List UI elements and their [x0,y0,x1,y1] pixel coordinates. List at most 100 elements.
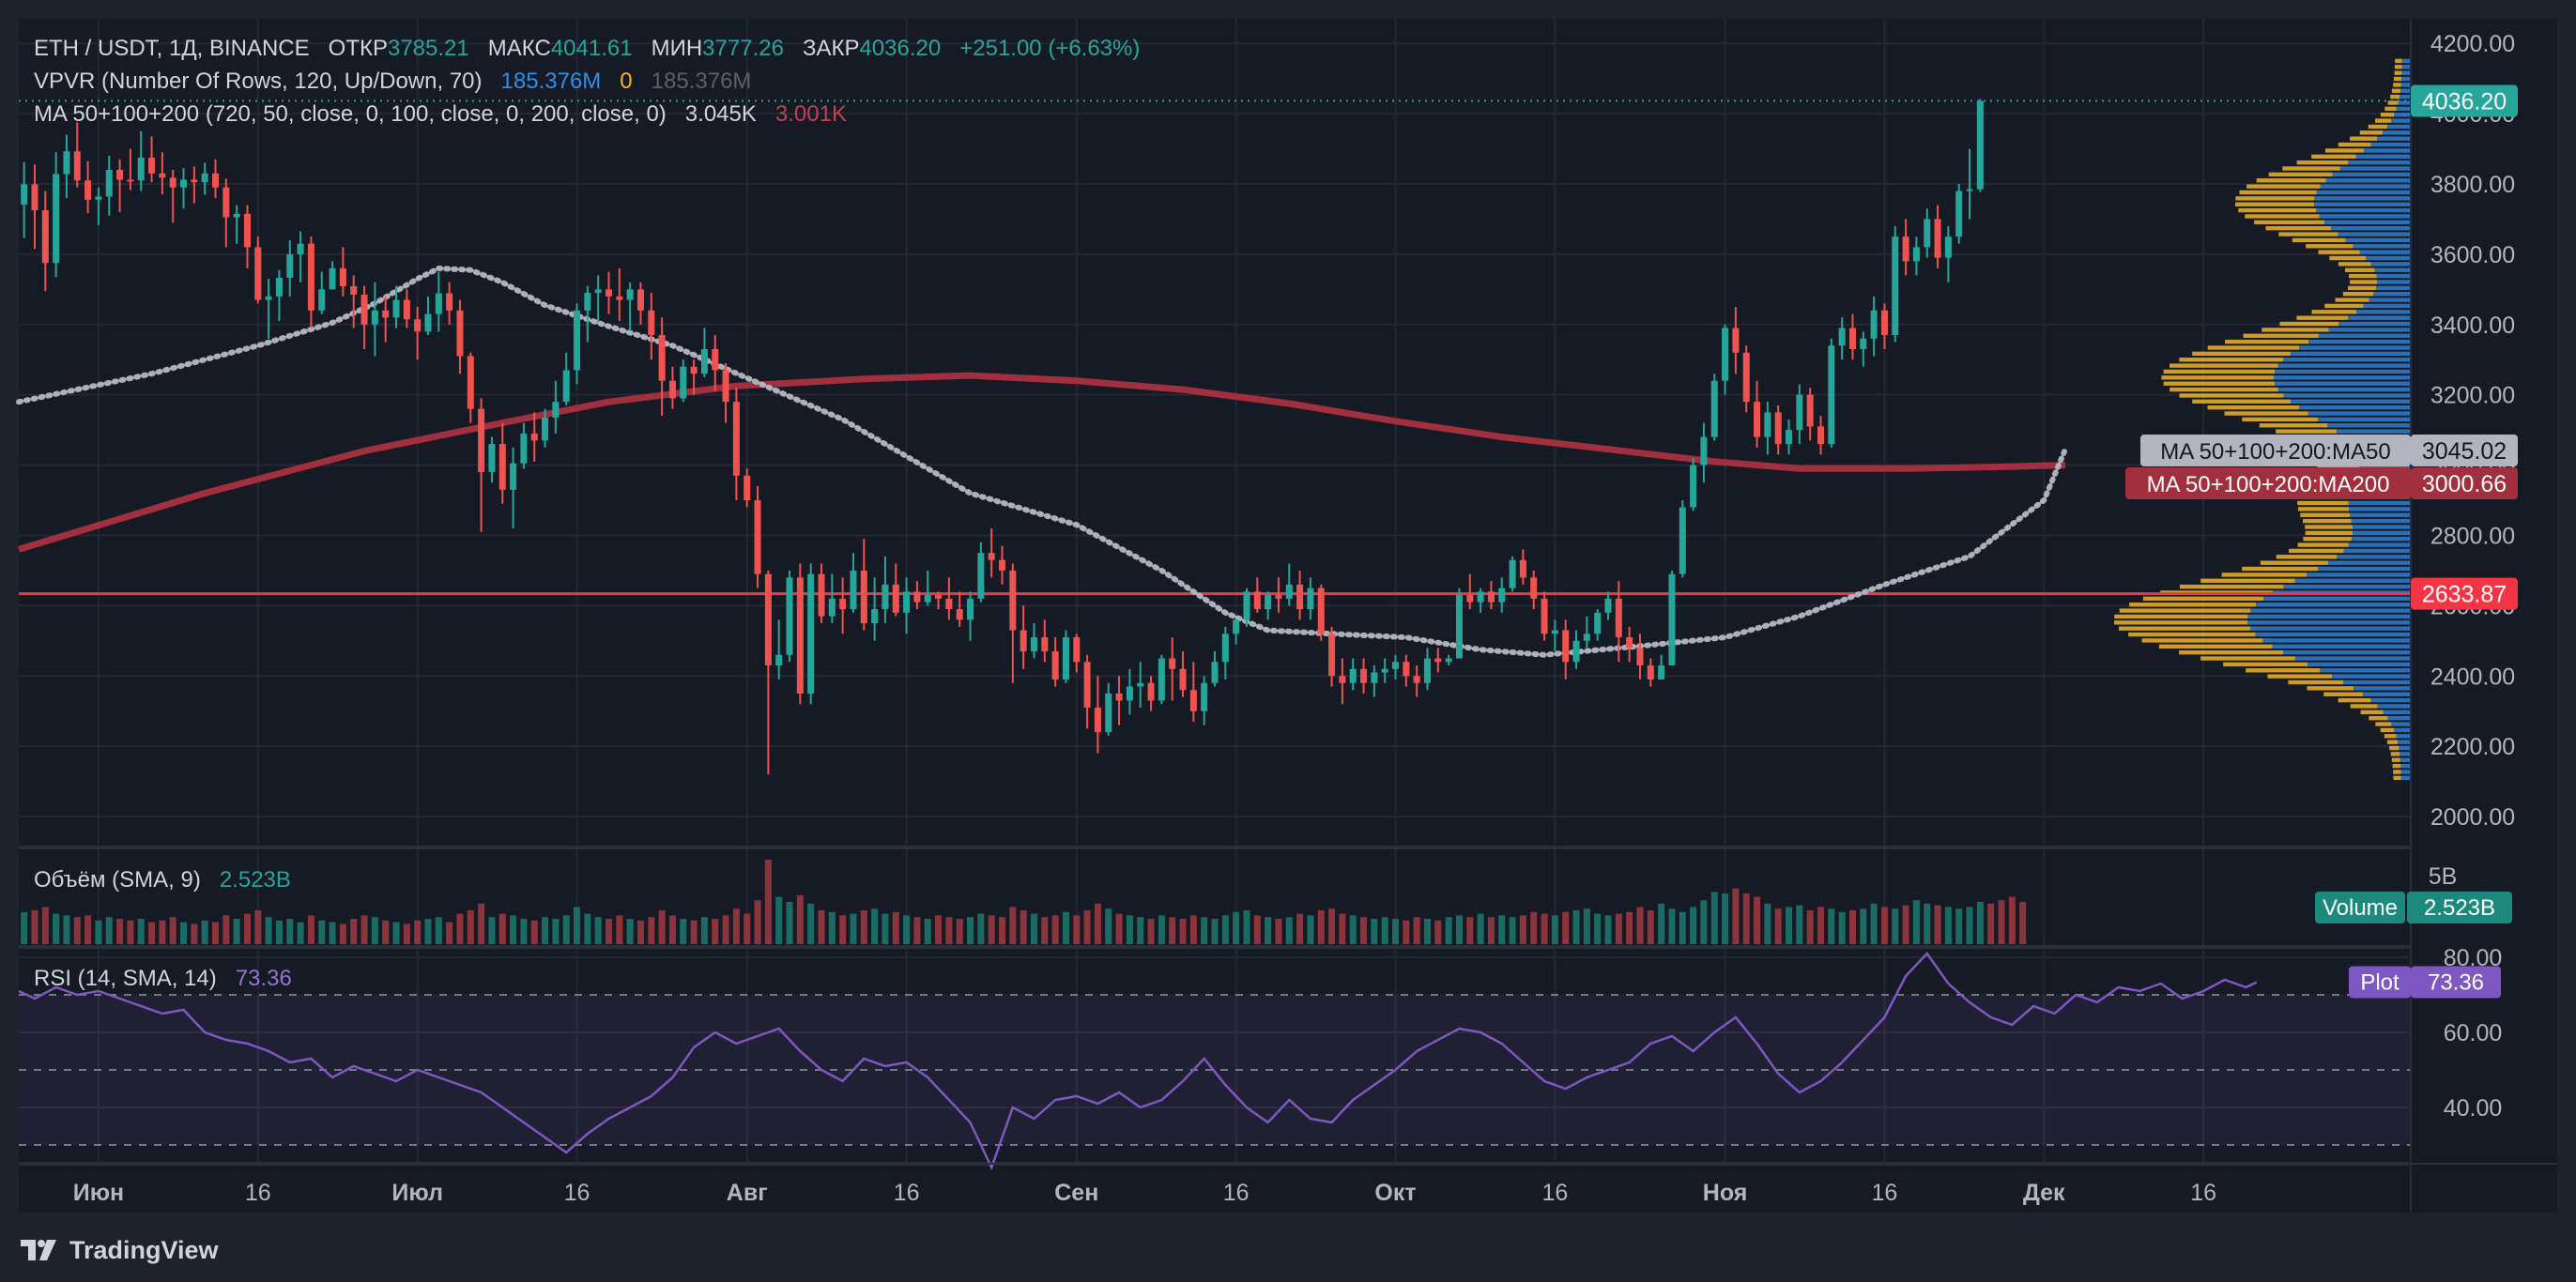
candle-body[interactable] [1445,658,1452,663]
candle-body[interactable] [1615,598,1622,638]
candle-body[interactable] [1742,352,1750,403]
candle-body[interactable] [1806,394,1814,427]
candle-body[interactable] [403,299,410,320]
candle-body[interactable] [1094,707,1101,733]
candle-body[interactable] [488,444,496,473]
candle-body[interactable] [542,418,549,441]
candle-body[interactable] [786,577,793,655]
candle-body[interactable] [414,319,422,332]
candle-body[interactable] [63,151,70,175]
candle-body[interactable] [201,173,208,183]
candle-body[interactable] [1147,682,1155,701]
candle-body[interactable] [1848,328,1856,349]
candle-body[interactable] [1189,690,1197,711]
candle-body[interactable] [1307,588,1314,610]
candle-body[interactable] [1233,619,1240,634]
candle-body[interactable] [616,296,623,300]
candle-body[interactable] [860,570,867,624]
candle-body[interactable] [1710,380,1718,437]
candle-body[interactable] [1636,648,1644,666]
candle-body[interactable] [1583,633,1590,641]
candle-body[interactable] [967,598,974,620]
candle-body[interactable] [1955,191,1963,237]
candle-body[interactable] [95,196,102,200]
candle-body[interactable] [1413,676,1420,683]
candle-body[interactable] [1796,394,1803,431]
legend-vpvr[interactable]: VPVR (Number Of Rows, 120, Up/Down, 70) … [34,69,751,95]
candle-body[interactable] [1126,686,1133,701]
candle-body[interactable] [574,310,581,371]
candle-body[interactable] [1275,595,1282,599]
candle-body[interactable] [105,170,113,197]
candle-body[interactable] [1296,584,1304,610]
candle-body[interactable] [999,559,1006,571]
candle-body[interactable] [775,654,783,666]
candle-body[interactable] [159,173,166,178]
candle-body[interactable] [1774,412,1782,445]
candle-body[interactable] [350,285,358,295]
candle-body[interactable] [1201,682,1208,711]
candle-body[interactable] [191,179,198,183]
candle-body[interactable] [1158,658,1165,701]
candle-body[interactable] [318,289,326,311]
candle-body[interactable] [286,253,294,278]
legend-pair[interactable]: ETH / USDT, 1Д, BINANCE [34,36,310,61]
candle-body[interactable] [84,180,92,200]
candle-body[interactable] [1211,662,1219,683]
candle-body[interactable] [1754,402,1761,437]
candle-body[interactable] [594,289,602,294]
candle-body[interactable] [680,366,687,399]
candle-body[interactable] [116,170,124,180]
candle-body[interactable] [1626,637,1633,649]
candle-body[interactable] [626,289,634,300]
axes[interactable]: 2000.002200.002400.002600.002800.003000.… [19,19,2557,1213]
candle-body[interactable] [1722,328,1729,381]
candle-body[interactable] [1594,612,1602,634]
candle-body[interactable] [744,475,751,501]
candle-body[interactable] [148,157,156,174]
candle-body[interactable] [712,349,719,371]
candle-body[interactable] [956,609,963,620]
candle-body[interactable] [382,310,390,318]
legend-ma[interactable]: MA 50+100+200 (720, 50, close, 0, 100, c… [34,101,847,128]
candle-body[interactable] [1912,247,1920,262]
candle-body[interactable] [562,370,570,403]
candle-body[interactable] [1349,668,1357,683]
candle-body[interactable] [21,184,28,206]
candle-body[interactable] [807,573,815,694]
candle-body[interactable] [892,584,899,613]
candle-body[interactable] [1253,591,1261,610]
candle-body[interactable] [265,296,272,300]
candle-body[interactable] [510,463,517,490]
candle-body[interactable] [764,573,772,666]
candle-body[interactable] [1179,668,1187,691]
candle-body[interactable] [243,213,251,248]
candle-body[interactable] [1668,573,1676,666]
candle-body[interactable] [754,500,761,574]
candle-body[interactable] [977,553,985,599]
candle-body[interactable] [1487,591,1495,603]
candle-body[interactable] [1924,219,1931,248]
candle-body[interactable] [1403,662,1410,677]
candle-body[interactable] [1764,412,1771,437]
candle-body[interactable] [360,294,368,325]
candle-body[interactable] [1519,559,1526,578]
candle-body[interactable] [467,356,474,409]
candle-body[interactable] [169,177,176,188]
candle-body[interactable] [41,210,49,264]
candle-body[interactable] [1083,662,1091,708]
candle-body[interactable] [1381,668,1388,673]
candle-body[interactable] [924,595,931,603]
candle-body[interactable] [1976,100,1984,190]
candle-body[interactable] [913,591,921,603]
candle-body[interactable] [903,591,911,613]
candle-body[interactable] [1169,658,1176,669]
candle-body[interactable] [1360,668,1368,683]
candle-body[interactable] [307,243,314,311]
legend-volume[interactable]: Объём (SMA, 9) 2.523B [34,867,291,893]
candle-body[interactable] [1498,588,1506,603]
candle-body[interactable] [700,349,708,374]
candle-body[interactable] [732,402,740,476]
candle-body[interactable] [435,293,442,314]
